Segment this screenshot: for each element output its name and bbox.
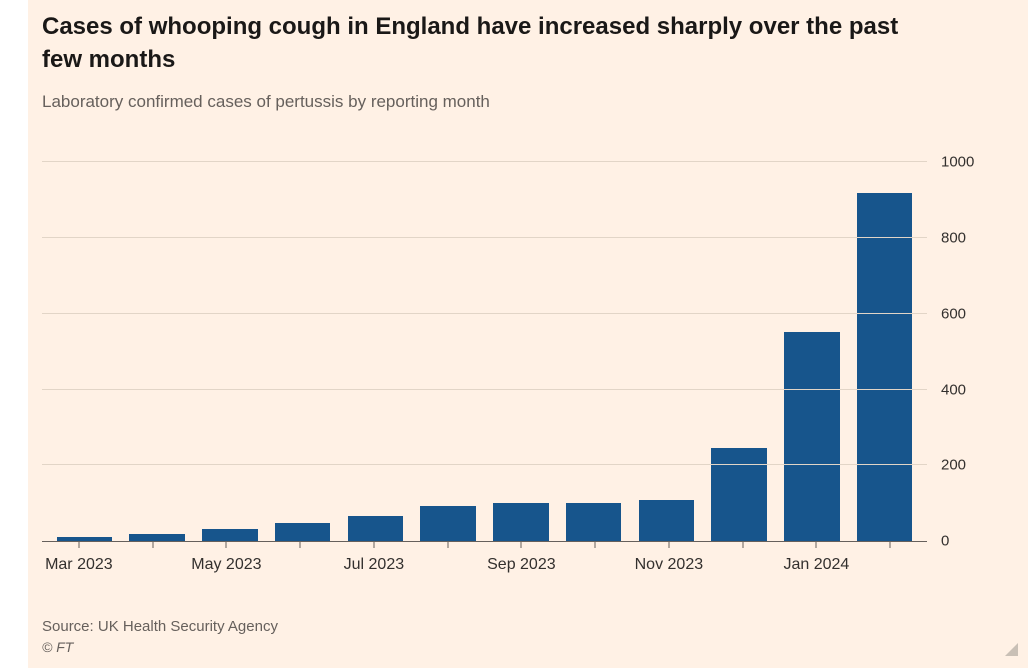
bar-sep-2023 xyxy=(493,503,549,542)
x-tick-apr-2023 xyxy=(152,542,154,549)
bar-apr-2023 xyxy=(129,534,185,542)
y-axis-label-600: 600 xyxy=(941,305,967,323)
bar-may-2023 xyxy=(202,529,258,542)
chart-subtitle: Laboratory confirmed cases of pertussis … xyxy=(42,92,490,112)
bar-dec-2023 xyxy=(711,448,767,542)
y-axis-label-0: 0 xyxy=(941,532,950,550)
x-tick-feb-2024 xyxy=(889,542,891,549)
x-axis-label-jan-2024: Jan 2024 xyxy=(783,556,850,574)
bar-slot-jan-2024 xyxy=(776,162,849,542)
plot-area: 0 200 400 600 800 1000 xyxy=(42,155,974,549)
gridline-600 xyxy=(42,312,927,314)
gridline-800 xyxy=(42,237,927,239)
x-tick-jan-2024 xyxy=(815,542,817,549)
gridline-400 xyxy=(42,388,927,390)
left-margin xyxy=(0,0,28,668)
bar-jun-2023 xyxy=(274,522,331,542)
bar-nov-2023 xyxy=(638,500,695,542)
bar-slot-feb-2024 xyxy=(848,162,921,542)
bar-slot-mar-2023 xyxy=(48,162,121,542)
chart-footer: Source: UK Health Security Agency © FT xyxy=(42,618,1028,655)
x-tick-jul-2023 xyxy=(373,542,375,549)
gridline-0 xyxy=(42,540,927,541)
chart-title: Cases of whooping cough in England have … xyxy=(42,13,899,74)
y-axis-label-1000: 1000 xyxy=(941,153,975,171)
ft-copyright: © FT xyxy=(42,639,74,656)
x-tick-dec-2023 xyxy=(742,542,744,549)
bar-slot-oct-2023 xyxy=(557,162,630,542)
chart: 0 200 400 600 800 1000 Mar 2023 May 2023 Jul 20… xyxy=(42,155,974,584)
x-axis-label-jul-2023: Jul 2023 xyxy=(343,556,405,574)
bars-row xyxy=(42,162,927,542)
bar-oct-2023 xyxy=(565,503,622,542)
bar-slot-jun-2023 xyxy=(266,162,339,542)
source-note: Source: UK Health Security Agency xyxy=(42,618,278,636)
bar-slot-may-2023 xyxy=(194,162,267,542)
x-tick-sep-2023 xyxy=(520,542,522,549)
bar-feb-2024 xyxy=(856,193,913,542)
bar-mar-2023 xyxy=(56,537,113,542)
bar-jul-2023 xyxy=(347,515,404,542)
gridline-1000 xyxy=(42,161,927,163)
bar-slot-sep-2023 xyxy=(485,162,558,542)
x-tick-may-2023 xyxy=(225,542,227,549)
x-axis-label-may-2023: May 2023 xyxy=(191,556,262,574)
x-tick-nov-2023 xyxy=(668,542,670,549)
gridline-200 xyxy=(42,464,927,466)
x-tick-oct-2023 xyxy=(594,542,596,549)
bar-slot-dec-2023 xyxy=(703,162,776,542)
bar-slot-apr-2023 xyxy=(121,162,194,542)
bar-slot-jul-2023 xyxy=(339,162,412,542)
bar-aug-2023 xyxy=(420,506,476,542)
chart-card: Cases of whooping cough in England have … xyxy=(28,0,1028,668)
bar-slot-nov-2023 xyxy=(630,162,703,542)
x-axis-label-nov-2023: Nov 2023 xyxy=(634,556,704,574)
x-axis: Mar 2023 May 2023 Jul 2023 Sep 2023 Nov 2023… xyxy=(42,542,927,584)
y-axis-label-200: 200 xyxy=(941,456,967,474)
bar-jan-2024 xyxy=(784,331,840,542)
x-axis-label-sep-2023: Sep 2023 xyxy=(487,556,556,574)
y-axis-label-800: 800 xyxy=(941,229,967,247)
x-tick-jun-2023 xyxy=(299,542,301,549)
x-tick-mar-2023 xyxy=(78,542,80,549)
bar-slot-aug-2023 xyxy=(412,162,485,542)
resize-handle-icon xyxy=(1005,643,1018,656)
y-axis-label-400: 400 xyxy=(941,381,967,399)
x-tick-aug-2023 xyxy=(447,542,449,549)
x-axis-label-mar-2023: Mar 2023 xyxy=(45,556,113,574)
